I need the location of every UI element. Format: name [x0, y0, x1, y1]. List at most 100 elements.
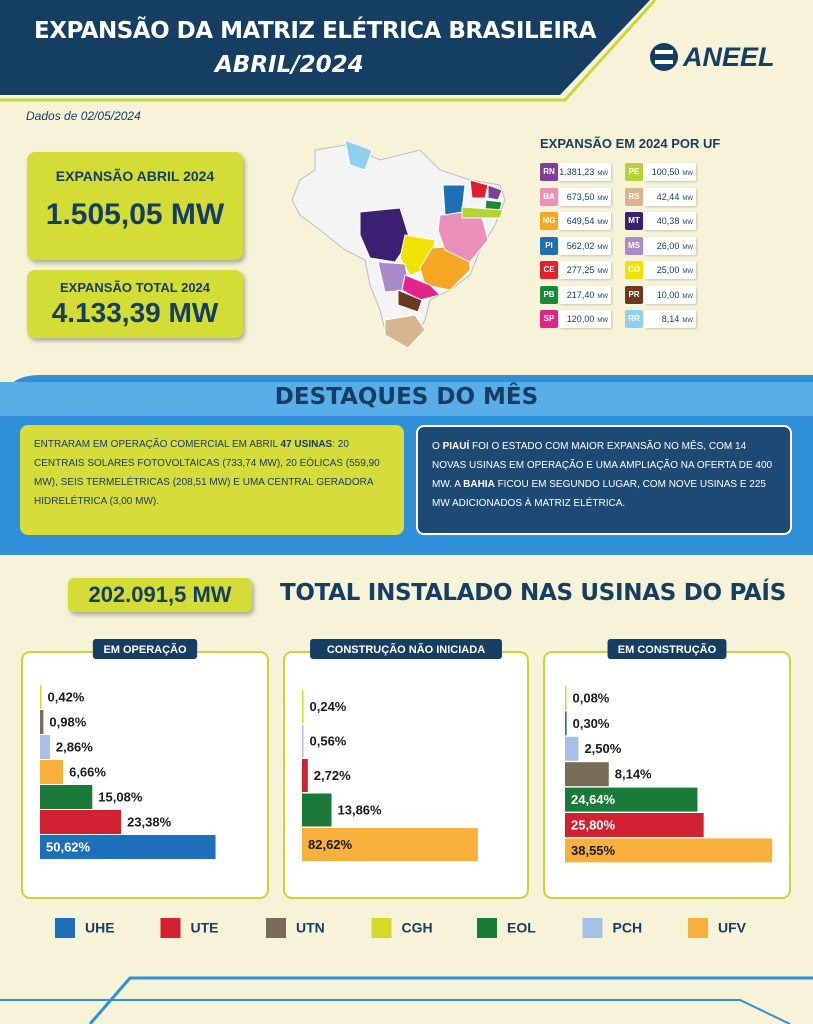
uf-title: EXPANSÃO EM 2024 POR UF — [540, 136, 721, 151]
uf-value-box: 100,50 MW — [644, 163, 696, 181]
uf-code: MG — [540, 212, 558, 230]
bar-value-label: 38,55% — [571, 843, 616, 858]
uf-value-box: 8,14 MW — [644, 310, 696, 328]
highlight-left: ENTRARAM EM OPERAÇÃO COMERCIAL EM ABRIL … — [20, 425, 404, 535]
chart-title: CONSTRUÇÃO NÃO INICIADA — [327, 643, 485, 656]
highlight-text: : 20 CENTRAIS SOLARES FOTOVOLTAICAS (733… — [34, 439, 380, 507]
uf-value: 8,14 — [661, 314, 680, 324]
uf-unit: MW — [597, 220, 608, 226]
bar-value-label: 2,86% — [56, 739, 93, 754]
uf-unit: MW — [597, 171, 608, 177]
uf-unit: MW — [682, 220, 693, 226]
bar — [40, 685, 42, 709]
uf-value-box: 120,00 MW — [559, 310, 611, 328]
uf-value-box: 649,54 MW — [559, 212, 611, 230]
highlight-text: PIAUÍ — [442, 441, 470, 452]
uf-value-box: 277,25 MW — [559, 261, 611, 279]
total-value: 202.091,5 MW — [68, 578, 252, 612]
legend-label: EOL — [507, 920, 536, 936]
uf-value: 25,00 — [656, 265, 680, 275]
highlights-title: DESTAQUES DO MÊS — [274, 384, 539, 410]
bar — [40, 810, 122, 834]
uf-unit: MW — [682, 171, 693, 177]
highlight-text: O — [432, 441, 443, 452]
uf-code: MS — [625, 236, 643, 255]
brazil-map — [291, 139, 506, 349]
uf-unit: MW — [682, 244, 693, 251]
kpi-label: EXPANSÃO ABRIL 2024 — [55, 168, 215, 184]
bar-value-label: 0,42% — [48, 689, 85, 704]
legend-label: UTE — [191, 920, 219, 936]
kpi-value: 1.505,05 MW — [45, 198, 225, 231]
uf-value: 1.381,23 — [559, 167, 595, 177]
bar — [302, 724, 304, 758]
uf-value-box: 217,40 MW — [559, 285, 611, 304]
bar — [565, 787, 698, 812]
uf-value: 26,00 — [656, 240, 680, 251]
uf-value: 217,40 — [566, 289, 595, 300]
uf-value: 673,50 — [566, 191, 595, 202]
uf-value-box: 673,50 MW — [559, 187, 611, 206]
uf-value: 42,44 — [656, 191, 680, 202]
bar-value-label: 24,64% — [571, 792, 616, 807]
uf-value-box: 25,00 MW — [644, 261, 696, 279]
bar-value-label: 8,14% — [615, 767, 652, 782]
uf-code: RR — [625, 310, 643, 328]
legend-swatch — [688, 918, 708, 938]
uf-value: 562,02 — [566, 240, 595, 251]
uf-code: CE — [540, 261, 558, 279]
uf-code: PI — [540, 236, 558, 255]
highlight-text: 47 USINAS — [280, 439, 333, 450]
bar-value-label: 6,66% — [69, 764, 106, 779]
bar-value-label: 13,86% — [338, 802, 383, 817]
uf-code: PR — [625, 285, 643, 304]
uf-value-box: 40,38 MW — [644, 212, 696, 230]
uf-unit: MW — [597, 318, 608, 324]
uf-value-box: 10,00 MW — [644, 285, 696, 304]
title: EXPANSÃO DA MATRIZ ELÉTRICA BRASILEIRA — [34, 18, 596, 44]
subtitle: ABRIL/2024 — [215, 52, 364, 78]
uf-code: BA — [540, 187, 558, 206]
bar-value-label: 2,50% — [584, 741, 621, 756]
chart-title-bg — [607, 639, 727, 659]
bar-value-label: 82,62% — [308, 837, 353, 852]
bar — [302, 793, 332, 827]
bar — [565, 736, 579, 761]
uf-value: 649,54 — [566, 216, 595, 226]
kpi-value: 4.133,39 MW — [51, 297, 219, 328]
highlight-text: BAHIA — [463, 479, 495, 490]
uf-code: MT — [625, 212, 643, 230]
uf-code: SP — [540, 310, 558, 328]
legend-label: UFV — [718, 920, 747, 936]
uf-unit: MW — [682, 318, 693, 324]
uf-unit: MW — [597, 195, 608, 202]
uf-code: PB — [540, 285, 558, 304]
bar — [40, 710, 44, 734]
bar-value-label: 0,30% — [573, 716, 610, 731]
chart-title: EM CONSTRUÇÃO — [618, 643, 717, 656]
uf-code: RS — [625, 187, 643, 206]
uf-value-box: 1.381,23 MW — [559, 163, 611, 181]
bar — [40, 760, 64, 784]
bar — [40, 735, 50, 759]
uf-unit: MW — [682, 293, 693, 300]
legend-swatch — [582, 918, 603, 938]
bar-value-label: 15,08% — [98, 789, 143, 804]
legend-label: CGH — [402, 920, 433, 936]
uf-unit: MW — [597, 293, 608, 300]
bar-value-label: 23,38% — [127, 814, 172, 829]
bar-value-label: 2,72% — [314, 768, 351, 783]
uf-unit: MW — [682, 195, 693, 202]
highlight-text: ENTRARAM EM OPERAÇÃO COMERCIAL EM ABRIL — [34, 439, 281, 450]
uf-code: GO — [625, 261, 643, 279]
uf-code: RN — [540, 163, 558, 181]
bar-value-label: 0,56% — [310, 733, 347, 748]
chart-title-bg — [310, 639, 502, 659]
uf-code: PE — [625, 163, 643, 181]
bar — [565, 838, 773, 863]
uf-unit: MW — [597, 244, 608, 251]
legend-swatch — [477, 918, 497, 938]
uf-value: 100,50 — [651, 167, 680, 177]
kpi-label: EXPANSÃO TOTAL 2024 — [59, 280, 211, 295]
